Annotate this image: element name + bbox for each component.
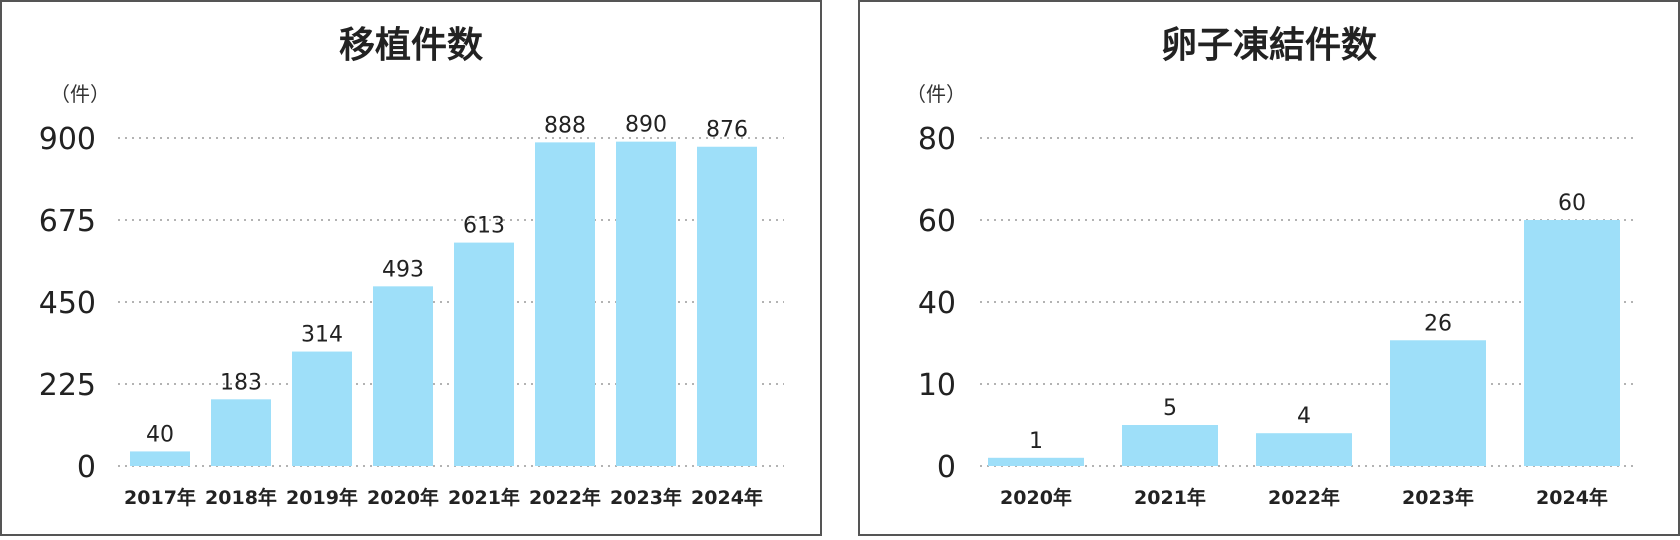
y-tick-label: 10 bbox=[918, 368, 956, 403]
x-tick-label: 2022年 bbox=[529, 486, 601, 509]
data-label: 5 bbox=[1163, 396, 1177, 421]
chart-panel-egg-freezing: 卵子凍結件数 （件） 0 10 40 60 80 1 2020年 5 2021年 4 2022年 26… bbox=[858, 0, 1680, 536]
bar bbox=[211, 399, 271, 466]
chart-panel-transplants: 移植件数 （件） 0 225 450 675 900 40 2017年 183 2018年 314… bbox=[0, 0, 822, 536]
x-tick-label: 2023年 bbox=[610, 486, 682, 509]
y-tick-label: 40 bbox=[918, 286, 956, 321]
y-tick-label: 675 bbox=[39, 204, 96, 239]
data-label: 26 bbox=[1424, 311, 1452, 336]
x-tick-label: 2024年 bbox=[1536, 486, 1608, 509]
y-axis-unit-label: （件） bbox=[50, 82, 110, 106]
data-label: 890 bbox=[625, 113, 667, 138]
data-label: 183 bbox=[220, 370, 262, 395]
y-tick-label: 225 bbox=[39, 368, 96, 403]
x-tick-label: 2024年 bbox=[691, 486, 763, 509]
chart-plot: 0 10 40 60 80 1 2020年 5 2021年 4 2022年 26 2023年 60 2024… bbox=[918, 122, 1638, 509]
bar bbox=[292, 351, 352, 466]
x-tick-label: 2020年 bbox=[1000, 486, 1072, 509]
chart-title: 移植件数 bbox=[338, 25, 483, 66]
x-tick-label: 2019年 bbox=[286, 486, 358, 509]
data-label: 40 bbox=[146, 422, 174, 447]
bar bbox=[988, 457, 1084, 466]
bar bbox=[616, 141, 676, 466]
x-tick-label: 2018年 bbox=[205, 486, 277, 509]
bar bbox=[1390, 340, 1486, 466]
x-tick-label: 2023年 bbox=[1402, 486, 1474, 509]
y-tick-label: 900 bbox=[39, 122, 96, 157]
y-axis-unit-label: （件） bbox=[906, 82, 966, 106]
x-tick-label: 2017年 bbox=[124, 486, 196, 509]
data-label: 876 bbox=[706, 118, 748, 143]
y-tick-label: 450 bbox=[39, 286, 96, 321]
data-label: 4 bbox=[1297, 404, 1311, 429]
bar bbox=[130, 451, 190, 466]
data-label: 613 bbox=[463, 214, 505, 239]
chart-title: 卵子凍結件数 bbox=[1160, 25, 1377, 66]
bar bbox=[1122, 425, 1218, 466]
y-tick-label: 60 bbox=[918, 204, 956, 239]
bar bbox=[697, 146, 757, 466]
data-label: 314 bbox=[301, 323, 343, 348]
y-tick-label: 0 bbox=[77, 450, 96, 485]
data-label: 60 bbox=[1558, 191, 1586, 216]
x-tick-label: 2020年 bbox=[367, 486, 439, 509]
data-label: 1 bbox=[1029, 429, 1043, 454]
data-label: 888 bbox=[544, 113, 586, 138]
bar bbox=[535, 142, 595, 466]
bar bbox=[373, 286, 433, 466]
y-tick-label: 80 bbox=[918, 122, 956, 157]
x-tick-label: 2021年 bbox=[1134, 486, 1206, 509]
bar bbox=[1256, 433, 1352, 466]
x-tick-label: 2022年 bbox=[1268, 486, 1340, 509]
bar bbox=[1524, 220, 1620, 466]
chart-plot: 0 225 450 675 900 40 2017年 183 2018年 314 2019年 493 2… bbox=[39, 113, 784, 509]
data-label: 493 bbox=[382, 257, 424, 282]
bar bbox=[454, 242, 514, 466]
y-tick-label: 0 bbox=[937, 450, 956, 485]
x-tick-label: 2021年 bbox=[448, 486, 520, 509]
